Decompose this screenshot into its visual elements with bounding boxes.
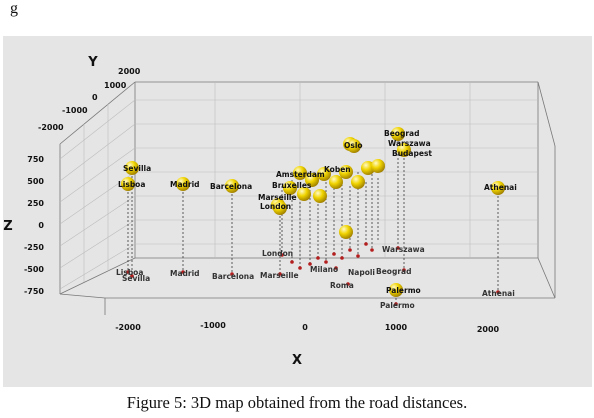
cluster-projections <box>280 242 374 270</box>
label-oslo: Oslo <box>344 141 363 150</box>
label-marseille: Marseille <box>258 193 297 202</box>
z-tick-4: -250 <box>24 243 44 252</box>
label-athenai: Athenai <box>484 183 517 192</box>
y-ticks: 2000 1000 0 -1000 -2000 <box>38 67 141 132</box>
lisboa-point <box>121 177 135 191</box>
z-tick-3: 0 <box>38 221 44 230</box>
y-tick-4: -2000 <box>38 123 64 132</box>
grid-lines <box>59 82 538 290</box>
label-budapest: Budapest <box>392 149 432 158</box>
proj-label-marseille: Marseille <box>260 271 299 280</box>
x-axis-label: X <box>292 353 302 368</box>
athenai-point <box>491 181 505 195</box>
warszawa-point <box>397 143 411 157</box>
palermo-point <box>389 283 403 297</box>
z-tick-6: -750 <box>24 287 44 296</box>
y-axis-label: Y <box>87 55 98 70</box>
proj-label-milano: Milano <box>310 265 338 274</box>
y-tick-2: 0 <box>92 93 98 102</box>
oslo-point <box>347 139 361 153</box>
z-tick-2: 250 <box>27 199 44 208</box>
proj-label-barcelona: Barcelona <box>212 272 254 281</box>
x-tick-0: -2000 <box>115 323 141 332</box>
label-sevilla: Sevilla <box>123 164 151 173</box>
label-barcelona: Barcelona <box>210 182 252 191</box>
z-ticks: 750 500 250 0 -250 -500 -750 <box>24 155 44 296</box>
proj-label-lisboa: Lisboa <box>116 268 143 277</box>
label-palermo: Palermo <box>386 286 421 295</box>
cluster-drop-lines <box>281 170 379 268</box>
box-frame <box>59 81 556 315</box>
z-tick-1: 500 <box>27 177 44 186</box>
proj-label-london: London <box>262 249 293 258</box>
figure-caption: Figure 5: 3D map obtained from the road … <box>126 393 468 412</box>
label-warszawa: Warszawa <box>388 139 431 148</box>
sevilla-point <box>125 161 139 175</box>
barcelona-point <box>225 179 239 193</box>
label-bruxelles: Bruxelles <box>272 181 312 190</box>
y-tick-0: 2000 <box>118 67 141 76</box>
proj-label-madrid: Madrid <box>170 269 200 278</box>
label-london: London <box>260 202 291 211</box>
proj-label-sevilla: Sevilla <box>122 274 150 283</box>
x-ticks: -2000 -1000 0 1000 2000 <box>115 321 499 334</box>
x-tick-4: 2000 <box>477 325 500 334</box>
proj-label-palermo: Palermo <box>380 301 415 310</box>
label-beograd: Beograd <box>384 129 419 138</box>
x-tick-1: -1000 <box>200 321 226 330</box>
label-koben: Koben <box>324 165 351 174</box>
label-lisboa: Lisboa <box>118 180 145 189</box>
z-tick-5: -500 <box>24 265 44 274</box>
proj-label-beograd: Beograd <box>376 267 411 276</box>
x-tick-2: 0 <box>302 323 308 332</box>
proj-label-roma: Roma <box>330 281 354 290</box>
y-tick-1: 1000 <box>104 81 127 90</box>
y-tick-3: -1000 <box>62 106 88 115</box>
madrid-point <box>176 177 190 191</box>
top-cropped-text: g <box>10 0 18 17</box>
london-point <box>273 201 287 215</box>
z-tick-0: 750 <box>27 155 44 164</box>
city-projections <box>126 246 500 306</box>
proj-label-napoli: Napoli <box>348 268 375 277</box>
proj-label-athenai: Athenai <box>482 289 515 298</box>
label-amsterdam: Amsterdam <box>276 170 325 179</box>
plot-background <box>3 36 592 387</box>
label-madrid: Madrid <box>170 180 200 189</box>
city-drop-lines <box>127 134 499 304</box>
proj-label-warszawa: Warszawa <box>382 245 425 254</box>
x-tick-3: 1000 <box>385 323 408 332</box>
z-axis-label: Z <box>3 219 12 234</box>
beograd-point <box>391 127 405 141</box>
